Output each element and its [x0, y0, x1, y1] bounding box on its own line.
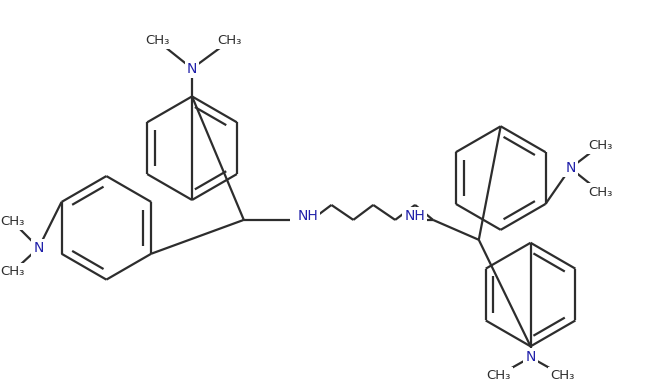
Text: N: N	[34, 241, 44, 255]
Text: CH₃: CH₃	[217, 34, 242, 47]
Text: CH₃: CH₃	[145, 34, 169, 47]
Text: CH₃: CH₃	[588, 139, 613, 152]
Text: CH₃: CH₃	[550, 369, 575, 382]
Text: CH₃: CH₃	[487, 369, 511, 382]
Text: N: N	[525, 350, 536, 364]
Text: NH: NH	[404, 209, 425, 223]
Text: N: N	[187, 61, 197, 76]
Text: CH₃: CH₃	[1, 265, 25, 278]
Text: CH₃: CH₃	[588, 186, 613, 198]
Text: NH: NH	[298, 209, 318, 223]
Text: N: N	[566, 161, 575, 175]
Text: CH₃: CH₃	[1, 215, 25, 229]
